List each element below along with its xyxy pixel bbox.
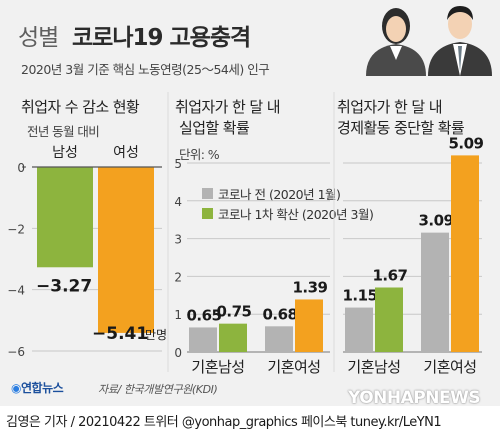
data-label-male: −3.27 — [36, 276, 92, 296]
logo-icon: ◉ — [11, 381, 21, 395]
yonhap-logo: ◉연합뉴스 — [11, 379, 64, 396]
logo-text: 연합뉴스 — [20, 381, 64, 395]
employment-bar-male — [37, 167, 93, 268]
legend-label-after: 코로나 1차 확산 (2020년 3월) — [218, 207, 374, 222]
inactive-bar — [375, 287, 403, 352]
data-label: 1.39 — [292, 278, 327, 296]
category-label: 기혼남성 — [191, 358, 244, 376]
category-label: 남성 — [52, 145, 78, 161]
yonhap-watermark: YONHAPNEWS — [348, 388, 481, 408]
data-label: 3.09 — [418, 212, 453, 230]
data-label: 1.67 — [372, 266, 407, 284]
page-title: 코로나19 고용충격 — [72, 25, 251, 51]
category-label: 기혼여성 — [267, 358, 320, 376]
data-label-unit: 만명 — [145, 328, 167, 342]
page-subtitle: 2020년 3월 기준 핵심 노동연령(25～54세) 인구 — [21, 62, 270, 77]
byline-footer: 김영은 기자 / 20210422 트위터 @yonhap_graphics 페… — [6, 415, 442, 430]
unemployment-bar — [189, 327, 217, 352]
unemployment-panel-title-line1: 취업자가 한 달 내 — [175, 98, 281, 116]
y-tick-label: 4 — [174, 195, 182, 209]
unemployment-bar — [295, 299, 323, 352]
y-tick-label: −6 — [7, 345, 25, 359]
data-label: 0.75 — [216, 303, 251, 321]
unemployment-panel-title-line2: 실업할 확률 — [179, 119, 250, 137]
unemployment-bar — [265, 326, 293, 352]
male-worker-icon — [428, 6, 492, 76]
source-note: 자료/ 한국개발연구원(KDI) — [98, 383, 218, 396]
inactive-panel-title-line2: 경제활동 중단할 확률 — [337, 119, 465, 137]
inactive-bar — [451, 155, 479, 352]
data-label-female: −5.41 — [92, 324, 148, 344]
title-prefix: 성별 — [18, 25, 59, 51]
employment-bar-female — [98, 167, 154, 333]
y-tick-label: −2 — [7, 222, 25, 236]
category-label: 여성 — [113, 145, 139, 161]
y-tick-label: 2 — [174, 270, 182, 284]
inactive-bar — [421, 232, 449, 352]
inactive-panel-title-line1: 취업자가 한 달 내 — [337, 98, 443, 116]
data-label: 0.68 — [262, 305, 297, 323]
inactive-bar — [345, 307, 373, 352]
legend-swatch-after — [202, 208, 213, 219]
category-label: 기혼남성 — [347, 358, 400, 376]
data-label: 0.65 — [186, 306, 221, 324]
data-label: 1.15 — [342, 287, 377, 305]
y-tick-label: 1 — [174, 308, 182, 322]
y-tick-label: 3 — [174, 233, 182, 247]
employment-panel-title: 취업자 수 감소 현황 — [21, 98, 140, 116]
y-tick-label: 0 — [17, 161, 25, 175]
office-workers-illustration — [366, 6, 492, 76]
category-label: 기혼여성 — [423, 358, 476, 376]
employment-panel-subtitle: 전년 동월 대비 — [27, 124, 100, 139]
y-tick-label: 5 — [174, 157, 182, 171]
female-worker-icon — [366, 8, 426, 76]
y-tick-label: −4 — [7, 284, 25, 298]
data-label: 5.09 — [448, 134, 483, 152]
unit-label: 단위: % — [179, 147, 220, 162]
legend-label-before: 코로나 전 (2020년 1월) — [218, 187, 341, 202]
unemployment-bar — [219, 323, 247, 352]
legend-swatch-before — [202, 188, 213, 199]
y-tick-label: 0 — [174, 346, 182, 360]
